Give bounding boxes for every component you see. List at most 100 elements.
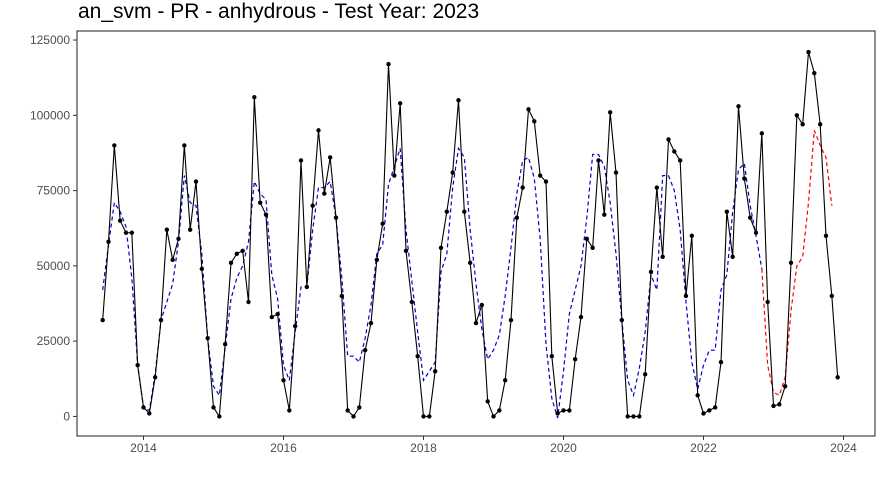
data-point (485, 399, 490, 404)
data-point (164, 227, 170, 232)
data-point (345, 408, 350, 413)
data-point (660, 254, 665, 260)
x-tick-label: 2016 (270, 441, 297, 455)
data-point (427, 414, 432, 419)
x-tick-label: 2018 (410, 441, 437, 455)
data-point (438, 245, 444, 250)
data-point (403, 248, 409, 254)
data-point (759, 131, 765, 136)
data-point (712, 405, 718, 410)
data-point (520, 185, 525, 190)
data-point (514, 215, 520, 220)
data-point (152, 375, 158, 380)
data-point (298, 158, 304, 163)
data-point (782, 384, 788, 389)
x-tick-label: 2020 (550, 441, 577, 455)
data-point (292, 323, 298, 329)
data-point (456, 98, 461, 103)
data-point (158, 317, 164, 323)
data-point (724, 209, 730, 214)
y-tick-label: 100000 (30, 108, 70, 122)
data-point (310, 203, 315, 208)
series-line-forecast (761, 130, 833, 397)
data-point (777, 402, 782, 407)
data-point (677, 158, 683, 163)
x-tick-label: 2024 (830, 441, 857, 455)
data-point (812, 70, 817, 76)
data-point (502, 378, 508, 383)
data-point (176, 236, 181, 241)
data-point (397, 101, 403, 106)
data-point (415, 354, 420, 359)
data-point (619, 317, 625, 323)
data-point (432, 369, 438, 374)
data-point (252, 95, 257, 100)
data-point (444, 209, 450, 214)
data-point (497, 408, 502, 413)
data-point (380, 221, 385, 226)
data-point (742, 176, 747, 181)
data-point (736, 104, 741, 109)
chart-title: an_svm - PR - anhydrous - Test Year: 202… (78, 0, 480, 23)
data-point (479, 302, 485, 308)
y-tick-label: 25000 (37, 334, 71, 348)
data-point (409, 299, 415, 305)
data-point (327, 155, 333, 160)
data-point (462, 209, 467, 214)
data-point (123, 230, 129, 235)
data-point (491, 414, 496, 419)
data-point (211, 405, 216, 410)
data-point (806, 49, 811, 55)
data-point (257, 200, 263, 205)
data-point (269, 314, 275, 320)
data-point (701, 411, 706, 416)
data-point (129, 230, 135, 235)
data-point (508, 317, 514, 323)
data-point (228, 260, 234, 266)
data-point (613, 170, 619, 175)
data-point (362, 347, 368, 353)
data-point (549, 354, 555, 359)
data-point (316, 128, 321, 133)
data-point (199, 266, 205, 272)
data-point (578, 314, 584, 320)
data-point (193, 179, 199, 184)
data-point (240, 248, 245, 254)
data-point (532, 119, 537, 124)
data-point (526, 107, 531, 112)
data-point (246, 299, 251, 305)
data-point (771, 403, 776, 409)
data-point (263, 212, 269, 217)
plot-frame (76, 30, 876, 437)
data-point (281, 378, 286, 383)
data-point (374, 257, 380, 263)
data-point (182, 143, 187, 148)
data-point (823, 233, 829, 238)
data-point (386, 61, 391, 67)
data-point (584, 236, 590, 241)
series-line-actual (102, 51, 839, 419)
y-tick-label: 75000 (37, 184, 71, 198)
data-point (555, 411, 560, 416)
data-point (537, 173, 543, 178)
data-point (730, 254, 735, 260)
data-point (450, 170, 455, 175)
data-point (170, 257, 175, 263)
data-point (765, 299, 770, 305)
data-point (117, 218, 123, 223)
data-point (642, 372, 648, 377)
data-point (637, 414, 642, 419)
data-point (596, 158, 601, 163)
data-point (602, 212, 607, 217)
series-layer (100, 49, 840, 419)
axis-layer: 0 25000 50000 75000 100000 125000 2014 2016 2018… (30, 33, 857, 455)
data-point (100, 317, 105, 323)
data-point (707, 408, 712, 413)
data-point (561, 408, 566, 413)
data-point (648, 269, 654, 275)
data-point (572, 357, 578, 362)
data-point (747, 215, 753, 220)
data-point (392, 173, 397, 178)
data-point (135, 363, 140, 368)
